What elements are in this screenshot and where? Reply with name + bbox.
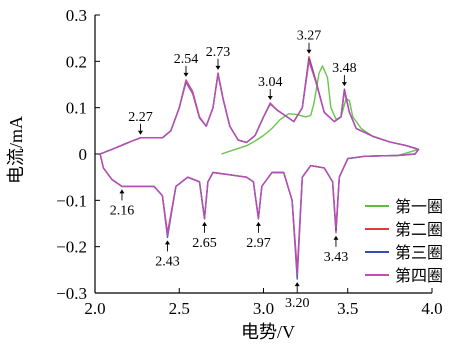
x-tick-label: 2.0	[84, 299, 105, 318]
series-line-4	[99, 60, 420, 276]
y-tick-label: −0.1	[56, 191, 87, 210]
series-layer	[99, 56, 420, 280]
peak-label: 3.27	[297, 29, 322, 44]
peak-arrowhead	[294, 282, 300, 287]
peak-arrowhead	[215, 65, 221, 70]
x-tick-label: 2.5	[169, 299, 190, 318]
peak-arrowhead	[164, 240, 170, 245]
y-tick-label: −0.2	[56, 238, 87, 257]
peak-label: 3.43	[324, 250, 349, 265]
peak-arrowhead	[341, 82, 347, 87]
x-tick-label: 3.5	[337, 299, 358, 318]
y-tick-label: 0.2	[66, 52, 87, 71]
axes: 2.0 2.5 3.0 3.5 4.0 −0.3 −0.2 −0.1 0 0.1 0.2 0.3	[56, 6, 442, 318]
peak-arrowhead	[137, 130, 143, 135]
y-tick-label: 0	[79, 145, 88, 164]
peak-label: 3.20	[285, 296, 310, 311]
peak-arrowhead	[119, 189, 125, 194]
y-tick-label: −0.3	[56, 284, 87, 303]
y-tick-label: 0.3	[66, 6, 87, 25]
peak-label: 2.43	[155, 254, 180, 269]
peak-label: 3.04	[258, 75, 283, 90]
x-tick-label: 4.0	[421, 299, 442, 318]
y-tick-label: 0.1	[66, 99, 87, 118]
peak-label: 2.73	[206, 45, 231, 60]
peak-label: 2.27	[128, 110, 153, 125]
legend-label-1: 第一圈	[395, 198, 443, 216]
legend-label-4: 第四圈	[395, 267, 443, 285]
peak-arrowhead	[333, 235, 339, 240]
series-line-1	[221, 65, 420, 157]
peak-arrowhead	[255, 221, 261, 226]
peak-label: 3.48	[332, 61, 357, 76]
x-tick-label: 3.0	[253, 299, 274, 318]
x-axis-title: 电势/V	[241, 322, 295, 342]
peak-label: 2.97	[246, 236, 271, 251]
peak-label: 2.16	[110, 203, 135, 218]
legend-label-2: 第二圈	[395, 221, 443, 239]
peak-arrowhead	[202, 221, 208, 226]
peak-arrowhead	[267, 96, 273, 101]
legend-label-3: 第三圈	[395, 244, 443, 262]
peak-label: 2.65	[192, 236, 217, 251]
peak-arrowhead	[306, 49, 312, 54]
peak-label: 2.54	[174, 52, 199, 67]
y-axis-title: 电流/mA	[6, 116, 26, 184]
annotation-layer: 2.27 2.54 2.73 3.04 3.27 3.48 2.16 2.43 2.65 2.97…	[110, 29, 357, 311]
peak-arrowhead	[183, 72, 189, 77]
